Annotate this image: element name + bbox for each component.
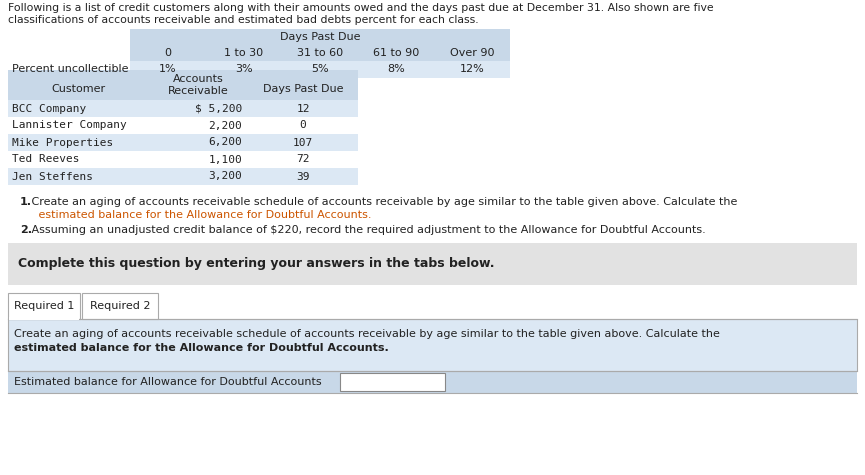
Text: Assuming an unadjusted credit balance of $220, record the required adjustment to: Assuming an unadjusted credit balance of… (28, 225, 706, 235)
Text: estimated balance for the Allowance for Doubtful Accounts.: estimated balance for the Allowance for … (14, 343, 388, 353)
Text: 1 to 30: 1 to 30 (224, 48, 264, 58)
Bar (82, 293, 158, 319)
Bar (9, 317, 79, 320)
Text: classifications of accounts receivable and estimated bad debts percent for each : classifications of accounts receivable a… (8, 15, 478, 25)
Text: 3%: 3% (235, 65, 253, 75)
Text: Customer: Customer (51, 84, 105, 94)
Text: 31 to 60: 31 to 60 (297, 48, 343, 58)
Bar (8, 134, 358, 151)
Text: 12%: 12% (459, 65, 484, 75)
Text: Required 1: Required 1 (14, 301, 74, 311)
Bar (8, 371, 857, 393)
Text: Complete this question by entering your answers in the tabs below.: Complete this question by entering your … (18, 257, 495, 270)
Text: Lannister Company: Lannister Company (12, 121, 127, 131)
Text: 2,200: 2,200 (208, 121, 242, 131)
Text: Mike Properties: Mike Properties (12, 137, 113, 148)
Bar (8, 117, 358, 134)
Text: 2.: 2. (20, 225, 32, 235)
Text: 3,200: 3,200 (208, 171, 242, 181)
Text: 0: 0 (164, 48, 171, 58)
Bar (8, 70, 358, 100)
Text: Percent uncollectible: Percent uncollectible (12, 65, 129, 75)
Bar (8, 319, 857, 371)
Text: 12: 12 (296, 104, 310, 114)
Bar (130, 29, 510, 45)
Text: Create an aging of accounts receivable schedule of accounts receivable by age si: Create an aging of accounts receivable s… (28, 197, 737, 207)
Bar (8, 100, 358, 117)
Text: 61 to 90: 61 to 90 (373, 48, 420, 58)
Bar (8, 151, 358, 168)
Text: 107: 107 (293, 137, 313, 148)
Text: 1%: 1% (159, 65, 176, 75)
Text: 0: 0 (299, 121, 306, 131)
Text: 5%: 5% (311, 65, 329, 75)
Text: 39: 39 (296, 171, 310, 181)
Text: Accounts
Receivable: Accounts Receivable (168, 74, 228, 96)
Bar (8, 293, 80, 319)
Text: Over 90: Over 90 (450, 48, 494, 58)
Text: 72: 72 (296, 154, 310, 164)
Text: 6,200: 6,200 (208, 137, 242, 148)
Text: Days Past Due: Days Past Due (279, 32, 360, 42)
Text: Days Past Due: Days Past Due (263, 84, 343, 94)
Text: 8%: 8% (388, 65, 405, 75)
Bar (130, 45, 510, 61)
Bar (130, 61, 510, 78)
Text: estimated balance for the Allowance for Doubtful Accounts.: estimated balance for the Allowance for … (28, 210, 371, 220)
Bar (340, 373, 445, 391)
Bar (8, 168, 358, 185)
Bar (8, 243, 857, 285)
Text: Following is a list of credit customers along with their amounts owed and the da: Following is a list of credit customers … (8, 3, 714, 13)
Text: Create an aging of accounts receivable schedule of accounts receivable by age si: Create an aging of accounts receivable s… (14, 329, 720, 339)
Text: 1.: 1. (20, 197, 32, 207)
Text: Estimated balance for Allowance for Doubtful Accounts: Estimated balance for Allowance for Doub… (14, 377, 322, 387)
Text: Ted Reeves: Ted Reeves (12, 154, 80, 164)
Text: $ 5,200: $ 5,200 (195, 104, 242, 114)
Bar (8, 319, 857, 371)
Text: Jen Steffens: Jen Steffens (12, 171, 93, 181)
Text: Required 2: Required 2 (90, 301, 151, 311)
Text: BCC Company: BCC Company (12, 104, 86, 114)
Text: 1,100: 1,100 (208, 154, 242, 164)
